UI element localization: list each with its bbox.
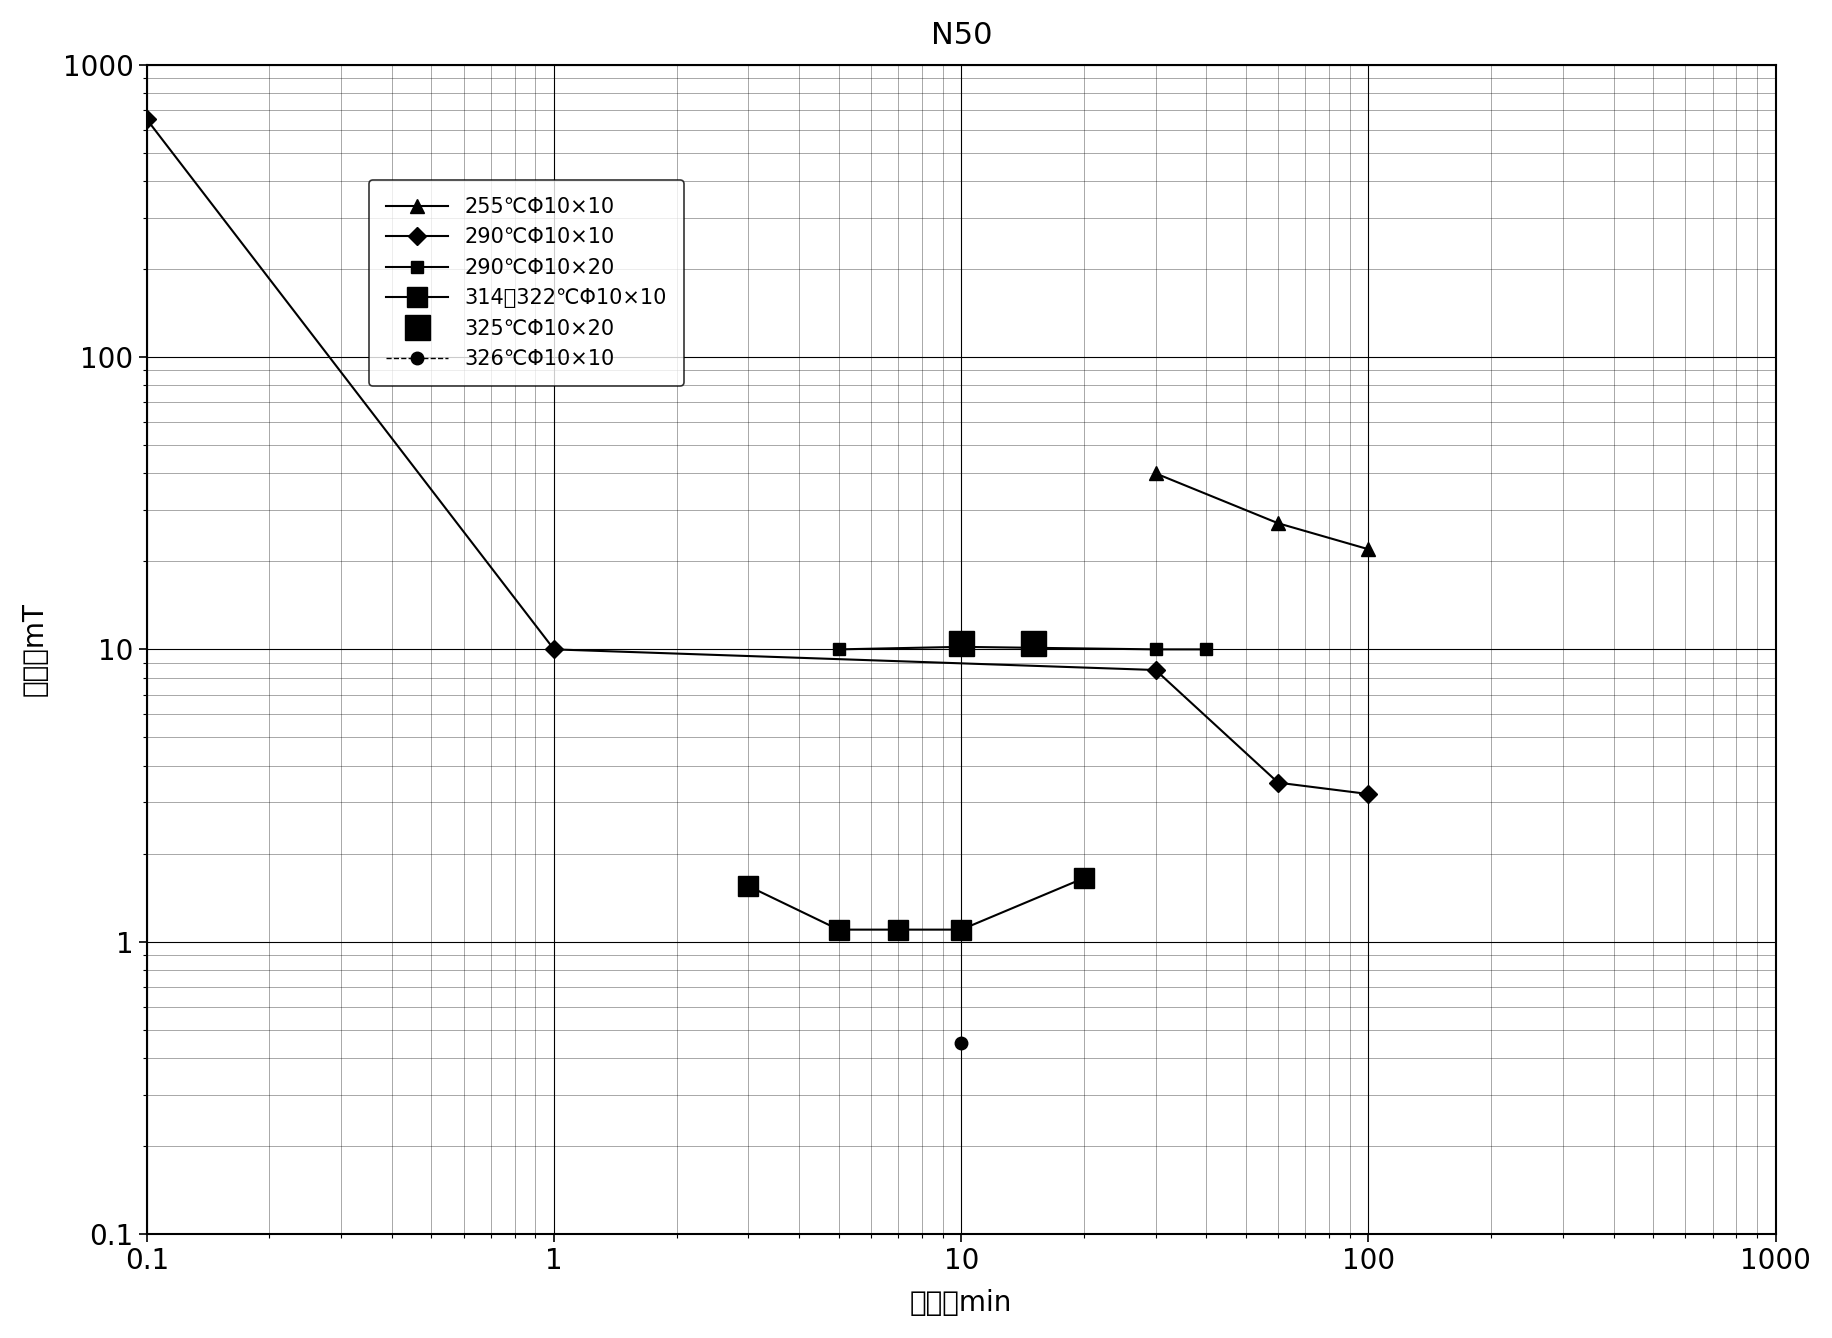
X-axis label: 时间，min: 时间，min	[911, 1290, 1013, 1317]
Legend: 255℃Φ10×10, 290℃Φ10×10, 290℃Φ10×20, 314～322℃Φ10×10, 325℃Φ10×20, 326℃Φ10×10: 255℃Φ10×10, 290℃Φ10×10, 290℃Φ10×20, 314～…	[368, 181, 683, 385]
Title: N50: N50	[931, 21, 991, 50]
Y-axis label: 残磁，mT: 残磁，mT	[20, 602, 49, 696]
